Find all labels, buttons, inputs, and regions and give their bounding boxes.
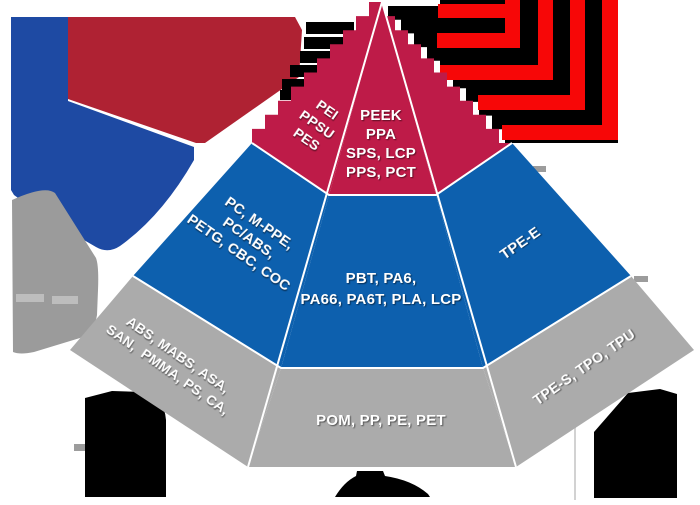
deco-gray-ghost-dash [16,294,44,302]
segment-bottom-center [248,368,516,467]
segment-middle-left [133,143,329,368]
segment-top-center [329,2,436,195]
segment-middle-center [281,195,483,368]
tier-separator-upper [251,142,513,196]
segment-separators [132,1,632,468]
faint-vertical-line [574,384,576,500]
red-frame [502,0,618,140]
black-blob-left [85,391,166,497]
black-blob-right [594,389,677,498]
bottom-black-blobs [85,389,677,498]
segment-top-left [252,2,382,195]
deco-red-shape [68,17,302,143]
label-top-center: PEEK PPA SPS, LCP PPS, PCT [346,107,416,181]
deco-blue-shape [11,17,194,251]
label-line: POM, PP, PE, PET [316,412,446,429]
deco-gray-ghost-dash [52,296,78,304]
red-frame-top-strip [438,4,513,18]
pyramid [70,1,694,468]
label-line: SPS, LCP [346,145,416,162]
gray-dash [634,276,648,282]
deco-gray-shape [12,190,99,354]
label-bottom-center: POM, PP, PE, PET [316,412,446,429]
label-line: PBT, PA6, [346,270,417,287]
segment-bottom-left [70,276,281,467]
radial-separator-left [247,1,383,468]
tier-separator-lower [132,275,632,369]
red-frame [440,0,553,80]
segment-bottom-right [483,276,694,467]
label-line: PEEK [360,107,402,124]
segment-middle-right [436,143,631,368]
label-middle-center: PBT, PA6, PA66, PA6T, PLA, LCP [301,270,462,308]
black-step [280,90,298,100]
segment-top-right [382,2,512,195]
gray-dash [533,166,546,172]
top-right-pattern [388,0,618,143]
label-line: PPA [366,126,396,143]
black-blob-center [335,471,430,497]
red-frame [478,0,585,110]
radial-separator-right [381,1,517,468]
label-line: PA66, PA6T, PLA, LCP [301,291,462,308]
label-line: PPS, PCT [346,164,416,181]
red-frame [437,0,520,48]
black-step [306,22,354,34]
deco-left-shapes [11,17,302,354]
